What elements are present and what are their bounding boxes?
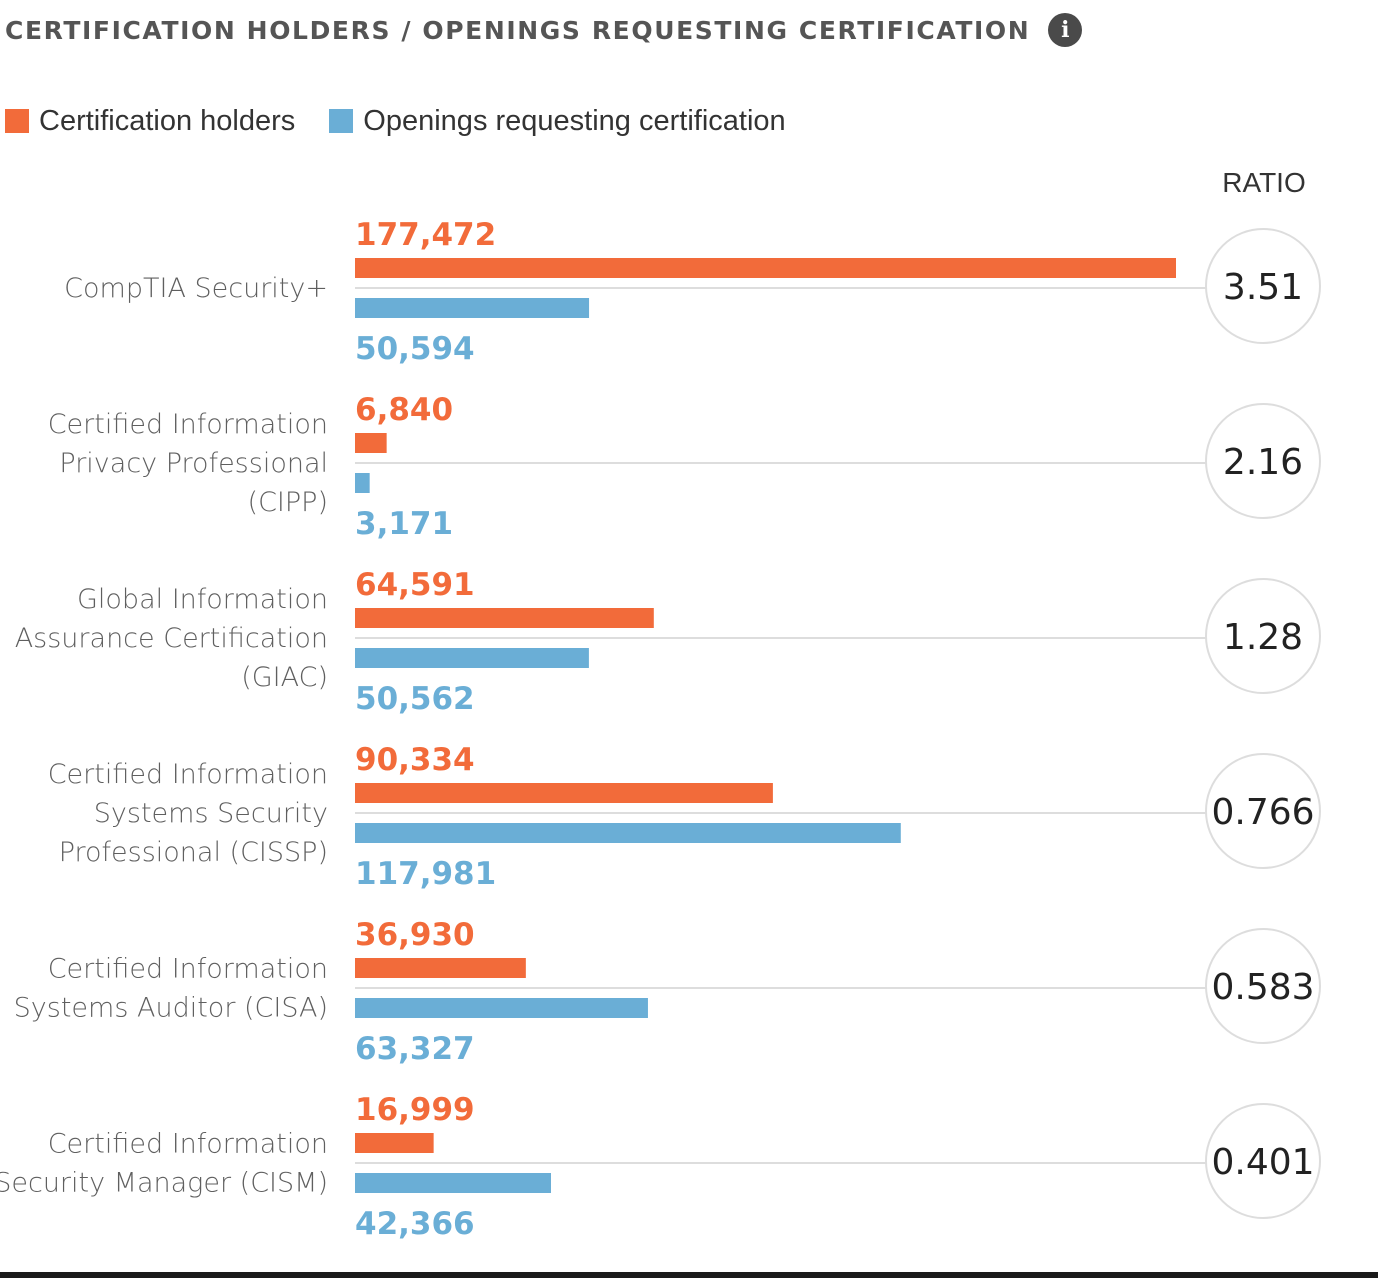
- openings-value-label: 117,981: [355, 856, 496, 892]
- ratio-value: 2.16: [1223, 442, 1303, 483]
- openings-value-label: 3,171: [355, 506, 453, 542]
- legend-label-openings: Openings requesting certification: [363, 104, 786, 137]
- chart-title-bar: CERTIFICATION HOLDERS / OPENINGS REQUEST…: [5, 10, 1083, 50]
- openings-value-label: 50,562: [355, 681, 475, 717]
- openings-bar[interactable]: [355, 1173, 551, 1193]
- chart-title: CERTIFICATION HOLDERS / OPENINGS REQUEST…: [5, 15, 1031, 45]
- category-label: (CIPP): [248, 487, 328, 518]
- category-label: Certified Information: [48, 1129, 328, 1160]
- legend-item-holders[interactable]: Certification holders: [5, 105, 295, 138]
- info-icon[interactable]: i: [1048, 13, 1083, 47]
- category-label: (GIAC): [241, 662, 328, 693]
- holders-value-label: 36,930: [355, 917, 475, 953]
- openings-bar[interactable]: [355, 473, 370, 493]
- category-label: Assurance Certification: [15, 623, 328, 654]
- openings-bar[interactable]: [355, 998, 648, 1018]
- holders-bar[interactable]: [355, 258, 1176, 278]
- holders-value-label: 16,999: [355, 1092, 475, 1128]
- openings-value-label: 63,327: [355, 1031, 475, 1067]
- ratio-circle: [1205, 1103, 1321, 1219]
- ratio-value: 3.51: [1223, 267, 1303, 308]
- legend-swatch-holders: [5, 109, 29, 133]
- holders-bar[interactable]: [355, 1133, 434, 1153]
- ratio-circle: [1205, 928, 1321, 1044]
- openings-bar[interactable]: [355, 823, 901, 843]
- legend-swatch-openings: [329, 109, 354, 133]
- category-label: Privacy Professional: [59, 448, 328, 479]
- ratio-value: 0.583: [1211, 967, 1314, 1008]
- category-label: Systems Auditor (CISA): [14, 993, 328, 1024]
- legend-item-openings[interactable]: Openings requesting certification: [329, 104, 786, 138]
- bottom-divider: [0, 1272, 1378, 1278]
- category-label: Systems Security: [94, 798, 328, 829]
- holders-bar[interactable]: [355, 433, 387, 453]
- category-label: Global Information: [77, 584, 328, 615]
- ratio-value: 0.766: [1211, 792, 1314, 833]
- holders-value-label: 6,840: [355, 392, 453, 428]
- holders-bar[interactable]: [355, 783, 773, 803]
- category-label: Professional (CISSP): [59, 837, 328, 868]
- ratio-value: 1.28: [1223, 617, 1303, 658]
- chart-legend: Certification holders Openings requestin…: [5, 100, 820, 142]
- holders-value-label: 90,334: [355, 742, 475, 778]
- category-label: CompTIA Security+: [64, 273, 328, 304]
- ratio-circle: [1205, 753, 1321, 869]
- holders-value-label: 177,472: [355, 217, 496, 253]
- holders-bar[interactable]: [355, 608, 654, 628]
- openings-bar[interactable]: [355, 298, 590, 318]
- legend-label-holders: Certification holders: [39, 104, 296, 137]
- ratio-circle: [1205, 403, 1321, 519]
- openings-value-label: 50,594: [355, 331, 475, 367]
- category-label: Certified Information: [48, 409, 328, 440]
- category-label: Certified Information: [48, 759, 328, 790]
- ratio-value: 0.401: [1211, 1142, 1314, 1183]
- ratio-circle: [1205, 578, 1321, 694]
- holders-value-label: 64,591: [355, 567, 475, 603]
- openings-value-label: 42,366: [355, 1206, 475, 1242]
- holders-bar[interactable]: [355, 958, 526, 978]
- openings-bar[interactable]: [355, 648, 589, 668]
- ratio-circle: [1205, 228, 1321, 344]
- category-label: Certified Information: [48, 954, 328, 985]
- category-label: Security Manager (CISM): [0, 1168, 328, 1199]
- ratio-column-header: RATIO: [1222, 167, 1306, 198]
